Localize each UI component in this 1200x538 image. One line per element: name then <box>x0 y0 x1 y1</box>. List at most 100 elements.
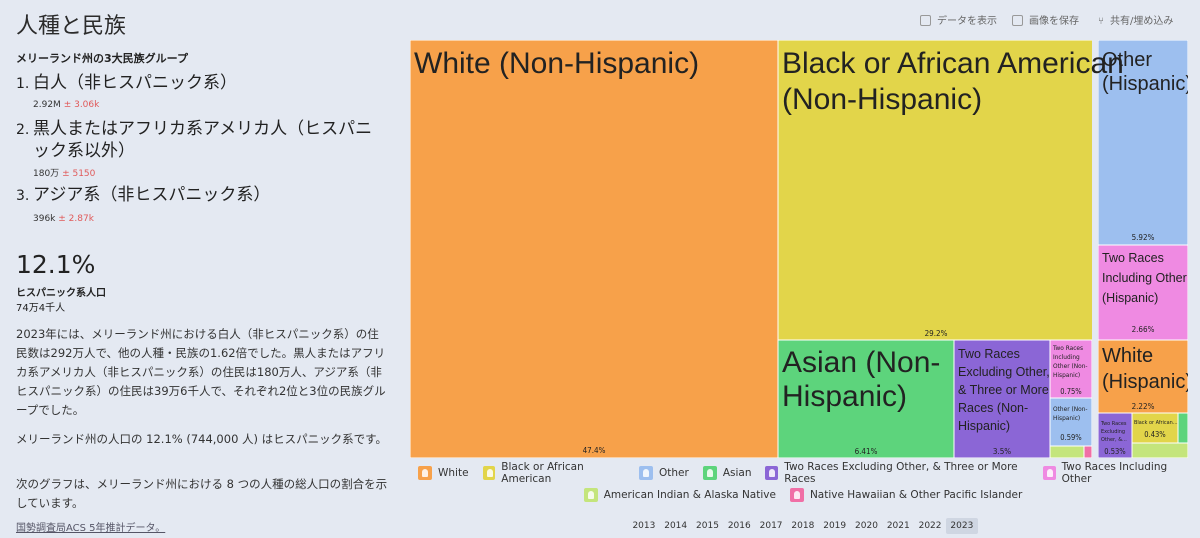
tile-two-races-incl-non-hispanic[interactable] <box>1049 339 1093 399</box>
tile-label: Hispanic) <box>1053 371 1080 379</box>
person-icon <box>765 466 779 480</box>
year-button[interactable]: 2022 <box>918 521 942 531</box>
rank-item-2: 2. 黒人またはアフリカ系アメリカ人（ヒスパニック系以外） 180万 ± 515… <box>16 118 386 179</box>
tile-white-non-hispanic[interactable] <box>410 40 779 458</box>
share-button[interactable]: ⑂ 共有/埋め込み <box>1098 12 1173 27</box>
tile-two-races-excl-hispanic[interactable] <box>1097 412 1133 458</box>
year-button[interactable]: 2023 <box>945 518 978 534</box>
legend-item[interactable]: Two Races Including Other <box>1042 461 1188 485</box>
tile-aian-hispanic[interactable] <box>1131 442 1188 458</box>
tile-label: Other, &... <box>1101 437 1127 443</box>
legend-item[interactable]: Asian <box>702 466 752 480</box>
show-data-button[interactable]: データを表示 <box>920 12 997 27</box>
legend-label: Asian <box>722 467 752 479</box>
tile-label: Hispanic) <box>782 380 907 413</box>
hispanic-paragraph: メリーランド州の人口の 12.1% (744,000 人) はヒスパニック系です… <box>16 432 388 446</box>
year-button[interactable]: 2014 <box>664 521 688 531</box>
rank-number: 3. <box>16 188 30 204</box>
page-title: 人種と民族 <box>16 14 127 39</box>
tile-label: Excluding <box>1101 429 1125 435</box>
year-button[interactable]: 2019 <box>823 521 847 531</box>
hispanic-count: 74万4千人 <box>16 303 66 314</box>
rank-item-3: 3. アジア系（非ヒスパニック系） 396k ± 2.87k <box>16 184 386 224</box>
year-button[interactable]: 2015 <box>696 521 719 531</box>
person-icon <box>418 466 432 480</box>
rank-name: アジア系（非ヒスパニック系） <box>33 185 271 205</box>
tile-other-hispanic[interactable] <box>1097 40 1188 246</box>
tile-two-races-excl-non-hispanic[interactable] <box>953 339 1051 458</box>
person-icon <box>702 466 717 480</box>
year-button[interactable]: 2013 <box>632 521 656 531</box>
legend-item[interactable]: White <box>418 466 469 480</box>
tile-label: Excluding Other, <box>958 365 1050 379</box>
share-icon: ⑂ <box>1098 16 1104 27</box>
chart-legend: White Black or African American Other Asian… <box>418 461 1188 506</box>
tile-value: 29.2% <box>925 329 948 338</box>
tile-label: White (Non-Hispanic) <box>414 47 699 80</box>
legend-item[interactable]: Native Hawaiian & Other Pacific Islander <box>789 488 1023 502</box>
tile-label: Asian (Non- <box>782 346 940 379</box>
tile-value: 5.92% <box>1132 233 1155 242</box>
chart-description: 次のグラフは、メリーランド州における 8 つの人種の総人口の割合を示しています。 <box>16 477 388 510</box>
person-icon <box>1042 466 1056 480</box>
legend-item[interactable]: American Indian & Alaska Native <box>583 488 776 502</box>
tile-label: (Non-Hispanic) <box>782 83 982 116</box>
rank-value: 2.92M ± 3.06k <box>33 100 100 110</box>
tile-black-hispanic[interactable] <box>1131 412 1179 444</box>
year-button[interactable]: 2021 <box>886 521 910 531</box>
tile-label: Black or African American <box>782 47 1124 80</box>
tile-two-races-incl-hispanic[interactable] <box>1097 244 1188 341</box>
tile-other-non-hispanic[interactable] <box>1049 397 1093 447</box>
tile-label: (Hispanic) <box>1102 371 1188 393</box>
person-icon <box>482 466 496 480</box>
tile-white-hispanic[interactable] <box>1097 339 1188 414</box>
hispanic-label: ヒスパニック系人口 <box>16 288 106 299</box>
tile-label: White <box>1102 345 1153 367</box>
save-image-label: 画像を保存 <box>1029 16 1079 27</box>
rank-number: 1. <box>16 76 30 92</box>
tile-black-non-hispanic[interactable] <box>777 40 1095 341</box>
legend-label: Other <box>658 467 689 479</box>
year-button[interactable]: 2016 <box>727 521 751 531</box>
tile-value: 2.66% <box>1132 325 1155 334</box>
tile-value: 0.53% <box>1104 447 1126 456</box>
legend-label: Two Races Excluding Other, & Three or Mo… <box>784 461 1018 485</box>
tile-label: Other (Non- <box>1053 405 1088 413</box>
tile-nhpi-non-hispanic[interactable] <box>1083 445 1093 458</box>
tile-asian-hispanic[interactable] <box>1177 412 1188 444</box>
treemap-svg: White (Non-Hispanic) 47.4% Black or Africa… <box>410 40 1188 458</box>
tile-asian-non-hispanic[interactable] <box>777 339 955 458</box>
legend-item[interactable]: Other <box>638 466 689 480</box>
legend-item[interactable]: Black or African American <box>482 461 625 485</box>
tile-value: 0.75% <box>1060 387 1082 396</box>
tile-label: Including <box>1053 353 1080 361</box>
year-button[interactable]: 2017 <box>759 521 783 531</box>
top-groups-heading: メリーランド州の3大民族グループ <box>16 52 188 65</box>
tile-value: 0.59% <box>1060 433 1082 442</box>
year-button[interactable]: 2020 <box>855 521 878 531</box>
rank-name: 黒人またはアフリカ系アメリカ人（ヒスパニック系以外） <box>33 119 373 161</box>
tile-label: Other <box>1102 49 1152 71</box>
summary-panel: 人種と民族 メリーランド州の3大民族グループ 1. 白人（非ヒスパニック系） 2… <box>16 0 396 538</box>
tile-label: Two Races <box>958 347 1020 361</box>
tile-label: Two Races <box>1102 251 1164 265</box>
tile-aian-non-hispanic[interactable] <box>1049 445 1085 458</box>
tile-value: 47.4% <box>583 446 606 455</box>
show-data-label: データを表示 <box>937 16 997 27</box>
person-icon <box>583 488 598 502</box>
year-button[interactable]: 2018 <box>791 521 815 531</box>
tile-label: Hispanic) <box>958 419 1010 433</box>
legend-label: Native Hawaiian & Other Pacific Islander <box>809 489 1023 501</box>
image-icon <box>1012 15 1023 26</box>
tile-label: Including Other <box>1102 271 1187 285</box>
save-image-button[interactable]: 画像を保存 <box>1012 12 1079 27</box>
rank-number: 2. <box>16 122 30 138</box>
legend-item[interactable]: Two Races Excluding Other, & Three or Mo… <box>765 461 1028 485</box>
tile-value: 2.22% <box>1132 402 1155 411</box>
rank-item-1: 1. 白人（非ヒスパニック系） 2.92M ± 3.06k <box>16 72 386 112</box>
rank-value: 396k ± 2.87k <box>33 214 94 224</box>
treemap-gutter <box>1092 40 1098 458</box>
legend-label: Black or African American <box>501 461 584 485</box>
hispanic-percent: 12.1% <box>16 250 96 279</box>
source-link[interactable]: 国勢調査局ACS 5年推計データ。 <box>16 523 166 534</box>
